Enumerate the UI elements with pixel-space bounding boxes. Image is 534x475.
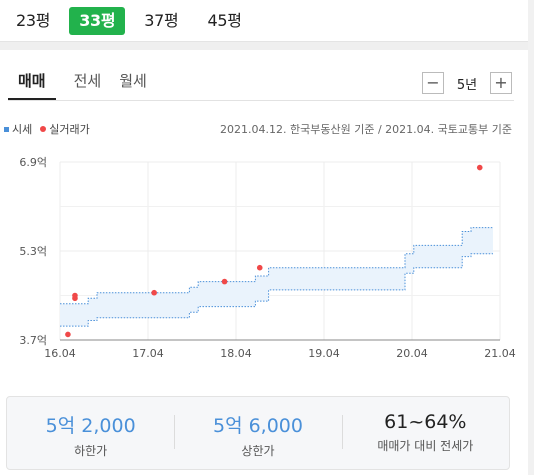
market-price-legend-label: 시세 [12,123,33,136]
size-tab-23[interactable]: 23평 [16,10,51,30]
size-tab-bar: 23평 33평 37평 45평 [0,0,534,42]
x-tick-label: 20.04 [396,347,428,360]
upper-price-value: 5억 6,000 [212,415,303,437]
actual-trade-legend-label: 실거래가 [49,123,90,136]
deal-type-tabs: 매매 전세 월세 [0,64,159,100]
actual-trade-point [476,164,483,171]
jeonse-ratio-label: 매매가 대비 전세가 [377,439,474,453]
y-tick-label: 5.3억 [19,245,47,258]
jeonse-ratio-value: 61~64% [384,411,467,433]
actual-trade-point [221,278,228,285]
price-summary: 5억 2,000 하한가 5억 6,000 상한가 61~64% 매매가 대비 … [6,396,510,470]
tab-monthly-rent[interactable]: 월세 [119,72,147,90]
y-tick-label: 3.7억 [19,334,47,347]
market-price-band [60,227,493,327]
period-increase-button[interactable]: + [490,72,512,94]
actual-trade-point [151,289,157,296]
upper-price-label: 상한가 [241,444,275,458]
jeonse-ratio-block: 61~64% 매매가 대비 전세가 [341,397,509,469]
market-price-legend-icon [4,126,9,132]
period-decrease-button[interactable]: − [422,72,444,94]
lower-price-label: 하한가 [74,444,108,458]
upper-price-block: 5억 6,000 상한가 [174,397,341,469]
chart-legend: 시세 실거래가 [4,121,90,137]
period-control: − 5년 + [422,72,512,94]
actual-trade-point [256,264,263,271]
lower-price-value: 5억 2,000 [45,415,136,437]
tab-jeonse[interactable]: 전세 [73,72,102,90]
x-tick-label: 16.04 [44,347,76,360]
x-tick-label: 19.04 [308,347,340,360]
section-separator [0,42,528,50]
x-tick-label: 17.04 [132,347,164,360]
actual-trade-point [65,331,71,338]
scrollbar[interactable] [528,0,534,475]
actual-trade-point [72,292,78,299]
size-tab-33[interactable]: 33평 [69,6,126,35]
lower-price-block: 5억 2,000 하한가 [7,397,174,469]
tab-sale[interactable]: 매매 [8,64,56,100]
tab-divider [8,100,514,101]
period-label: 5년 [456,77,478,93]
size-tab-45[interactable]: 45평 [207,10,242,30]
market-price-lower-line [60,253,493,327]
market-price-upper-line [60,227,493,305]
x-tick-label: 21.04 [484,347,516,360]
actual-trade-legend-icon [40,126,47,132]
x-tick-label: 18.04 [220,347,252,360]
price-chart: 16.04 17.04 18.04 19.04 20.04 21.04 6.9억 5.3억 3.… [19,156,516,360]
y-tick-label: 6.9억 [19,156,47,169]
size-tab-37[interactable]: 37평 [144,10,179,30]
data-source-note: 2021.04.12. 한국부동산원 기준 / 2021.04. 국토교통부 기… [220,123,512,136]
